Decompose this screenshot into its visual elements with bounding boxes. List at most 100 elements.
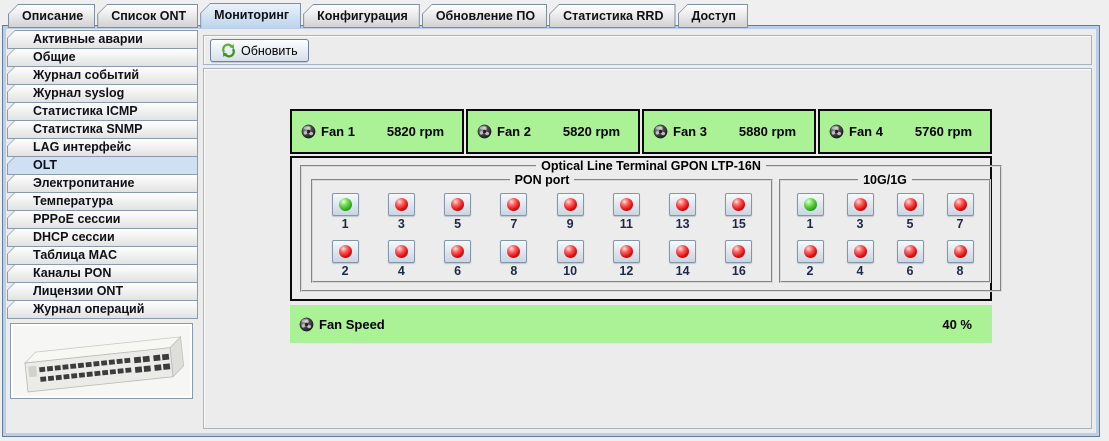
port-led-button[interactable] [444,193,472,216]
port-status-led [853,245,867,258]
port-led-button[interactable] [387,240,415,263]
fan-icon [829,124,844,139]
port-led-button[interactable] [725,193,753,216]
port-led-button[interactable] [669,240,697,263]
port-led-button[interactable] [612,240,640,263]
uplink-group: 10G/1G 1 [779,173,991,283]
port-status-led [676,198,690,211]
port-led-button[interactable] [444,240,472,263]
port-number: 8 [956,264,964,278]
port-number: 15 [731,217,746,231]
top-tab[interactable]: Обновление ПО [421,4,548,28]
pon-port: 2 [317,240,373,278]
fan-cell: Fan 3 5880 rpm [642,109,816,154]
port-led-button[interactable] [846,193,874,216]
device-photo-box [10,323,193,399]
port-status-led [451,245,465,258]
port-led-button[interactable] [500,193,528,216]
olt-ports-panel: Optical Line Terminal GPON LTP-16N PON p… [290,156,1002,301]
top-tab[interactable]: Доступ [677,4,748,28]
sidebar-item[interactable]: LAG интерфейс [7,138,198,157]
port-led-button[interactable] [500,240,528,263]
sidebar-item[interactable]: Общие [7,48,198,67]
sidebar-item[interactable]: DHCP сессии [7,228,198,247]
port-status-led [563,245,577,258]
port-led-button[interactable] [556,240,584,263]
sidebar-item[interactable]: Каналы PON [7,264,198,283]
top-tab[interactable]: Конфигурация [303,4,420,28]
uplink-row-odd: 1 3 [785,193,985,231]
fan-label: Fan 1 [321,124,355,139]
sidebar-item[interactable]: OLT [7,156,198,175]
top-tab[interactable]: Список ONT [97,4,199,28]
sidebar-item[interactable]: Журнал syslog [7,84,198,103]
port-led-button[interactable] [331,240,359,263]
olt-device-image [23,335,184,393]
sidebar-item-label: Журнал операций [33,302,145,316]
port-number: 4 [856,264,864,278]
fan-rpm-value: 5820 rpm [562,124,620,139]
port-led-button[interactable] [331,193,359,216]
sidebar-item-label: Электропитание [33,176,135,190]
port-number: 2 [341,264,349,278]
sidebar-item[interactable]: Статистика SNMP [7,120,198,139]
port-number: 7 [510,217,518,231]
port-status-led [803,198,817,211]
sidebar-item[interactable]: Журнал событий [7,66,198,85]
sidebar-item[interactable]: Лицензии ONT [7,282,198,301]
port-status-led [507,245,521,258]
refresh-icon [221,43,236,58]
port-status-led [732,245,746,258]
port-led-button[interactable] [896,240,924,263]
refresh-button[interactable]: Обновить [210,39,309,62]
port-number: 9 [566,217,574,231]
sidebar-item-label: Общие [33,50,76,64]
fan-icon [299,317,314,332]
sidebar-item[interactable]: Статистика ICMP [7,102,198,121]
sidebar-item[interactable]: Температура [7,192,198,211]
port-number: 12 [619,264,634,278]
top-tab[interactable]: Мониторинг [200,3,302,28]
pon-port: 9 [542,193,598,231]
port-led-button[interactable] [556,193,584,216]
top-tab-bar: Описание Список ONT Мониторинг Конфигура… [8,3,748,28]
fan-speed-value: 40 % [942,316,972,332]
port-led-button[interactable] [669,193,697,216]
pon-group-title: PON port [514,173,570,187]
sidebar-item-label: Температура [33,194,113,208]
pon-port: 5 [430,193,486,231]
port-number: 13 [675,217,690,231]
port-led-button[interactable] [796,193,824,216]
fan-rpm-value: 5880 rpm [738,124,796,139]
port-status-led [507,198,521,211]
port-led-button[interactable] [725,240,753,263]
fan-icon [477,124,492,139]
port-number: 3 [856,217,864,231]
port-status-led [953,198,967,211]
port-led-button[interactable] [612,193,640,216]
fan-row: Fan 1 5820 rpm Fan 2 5820 [290,109,992,154]
port-status-led [394,198,408,211]
sidebar-item-label: Таблица MAC [33,248,118,262]
port-led-button[interactable] [896,193,924,216]
sidebar-item[interactable]: Журнал операций [7,300,198,319]
pon-port: 15 [711,193,767,231]
pon-port: 4 [373,240,429,278]
port-led-button[interactable] [946,193,974,216]
port-led-button[interactable] [796,240,824,263]
fan-label: Fan 3 [673,124,707,139]
sidebar-item[interactable]: Активные аварии [7,30,198,49]
sidebar-item[interactable]: Таблица MAC [7,246,198,265]
olt-group: Optical Line Terminal GPON LTP-16N PON p… [300,159,1002,292]
sidebar-item[interactable]: PPPoE сессии [7,210,198,229]
port-number: 11 [619,217,633,231]
pon-port: 7 [486,193,542,231]
fan-label: Fan 4 [849,124,883,139]
sidebar-item[interactable]: Электропитание [7,174,198,193]
top-tab[interactable]: Описание [8,4,96,28]
top-tab[interactable]: Статистика RRD [549,4,676,28]
port-number: 6 [454,264,462,278]
port-led-button[interactable] [387,193,415,216]
port-led-button[interactable] [946,240,974,263]
port-led-button[interactable] [846,240,874,263]
